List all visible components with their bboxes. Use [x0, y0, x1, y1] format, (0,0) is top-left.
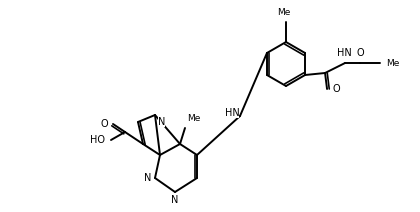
Text: O: O	[332, 84, 340, 94]
Text: Me: Me	[386, 59, 399, 67]
Text: N: N	[144, 173, 151, 183]
Text: Me: Me	[187, 114, 200, 123]
Text: Me: Me	[277, 8, 291, 17]
Text: O: O	[356, 48, 364, 58]
Text: N: N	[158, 117, 165, 127]
Text: HN: HN	[337, 48, 352, 58]
Text: HN: HN	[225, 108, 239, 118]
Text: HO: HO	[90, 135, 105, 145]
Text: O: O	[100, 119, 108, 129]
Text: N: N	[171, 195, 178, 205]
